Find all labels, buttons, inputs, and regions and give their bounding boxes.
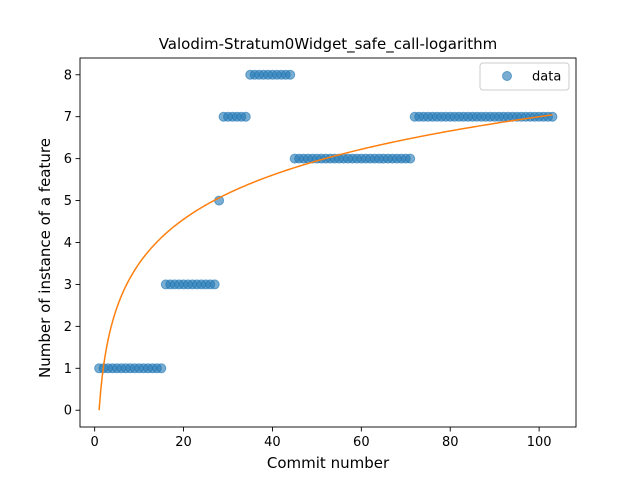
y-tick-label: 3 — [64, 278, 72, 293]
legend-box — [479, 62, 570, 91]
y-tick-label: 8 — [64, 68, 72, 83]
data-point — [547, 111, 558, 122]
y-tick-label: 5 — [64, 194, 72, 209]
y-tick-label: 0 — [64, 404, 72, 419]
legend: data — [479, 62, 570, 91]
x-axis-title: Commit number — [267, 454, 390, 472]
y-tick-label: 7 — [64, 110, 72, 125]
x-tick-label: 80 — [442, 435, 459, 450]
y-tick-label: 1 — [64, 362, 72, 377]
data-point — [285, 69, 296, 80]
legend-label-data: data — [532, 70, 561, 85]
x-tick-label: 20 — [175, 435, 192, 450]
data-point — [405, 153, 416, 164]
y-tick-label: 2 — [64, 320, 72, 335]
y-tick-label: 4 — [64, 236, 72, 251]
data-point — [209, 279, 220, 290]
legend-marker-data — [502, 71, 512, 81]
fit-line — [98, 114, 553, 411]
x-tick-label: 0 — [91, 435, 99, 450]
plot-area: 0 20 40 60 80 100 0 1 2 3 4 5 6 7 8 — [64, 57, 577, 450]
x-tick-label: 100 — [527, 435, 552, 450]
chart-title: Valodim-Stratum0Widget_safe_call-logarit… — [159, 35, 498, 54]
data-point — [156, 363, 167, 374]
y-tick-label: 6 — [64, 152, 72, 167]
y-axis-title: Number of instance of a feature — [36, 138, 54, 378]
data-point — [240, 111, 251, 122]
x-tick-label: 60 — [353, 435, 370, 450]
x-tick-label: 40 — [264, 435, 281, 450]
